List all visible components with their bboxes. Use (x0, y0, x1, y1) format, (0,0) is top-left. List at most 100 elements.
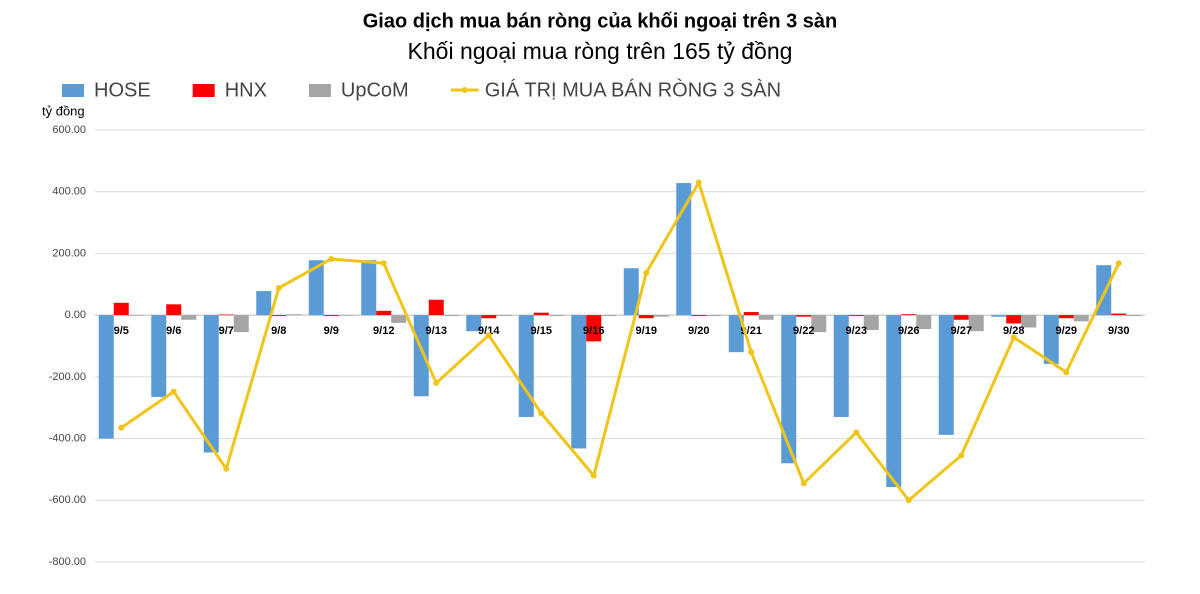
bar (128, 315, 144, 316)
bar (811, 315, 827, 333)
line-marker (1063, 369, 1070, 376)
bar (308, 260, 324, 316)
legend-swatch (308, 84, 331, 97)
bar (361, 260, 377, 316)
chart-subtitle: Khối ngoại mua ròng trên 165 tỷ đồng (408, 38, 793, 64)
bar (1021, 315, 1037, 328)
line-marker (1115, 260, 1122, 267)
y-tick-label: 400.00 (52, 186, 86, 198)
line-marker (695, 179, 702, 186)
bar (338, 315, 354, 316)
legend-label: GIÁ TRỊ MUA BÁN RÒNG 3 SÀN (485, 78, 781, 101)
x-tick-label: 9/28 (1003, 325, 1024, 337)
bar (796, 315, 812, 317)
line-marker (590, 472, 597, 479)
bar (938, 315, 954, 435)
line-marker (538, 410, 545, 417)
bar (886, 315, 902, 488)
bar (676, 183, 692, 316)
bar (781, 315, 797, 464)
bar (953, 315, 969, 320)
x-tick-label: 9/12 (373, 325, 394, 337)
x-tick-label: 9/14 (478, 325, 500, 337)
bar (233, 315, 249, 333)
bar (586, 315, 602, 342)
bar (653, 315, 669, 317)
bar (848, 315, 864, 317)
bar (481, 315, 497, 319)
legend-swatch (461, 87, 468, 93)
bar (113, 302, 129, 316)
x-tick-label: 9/30 (1108, 325, 1129, 337)
bar (376, 310, 392, 316)
y-tick-label: -600.00 (49, 494, 86, 506)
y-tick-label: -200.00 (49, 371, 86, 383)
bar (991, 315, 1007, 317)
bar (181, 315, 197, 320)
bar (1058, 315, 1074, 319)
line-marker (853, 429, 860, 436)
bar (496, 315, 512, 317)
line-marker (118, 424, 125, 431)
line-marker (958, 452, 965, 459)
bar (901, 314, 917, 316)
legend-swatch (192, 84, 215, 97)
bar (391, 315, 407, 323)
y-tick-label: -400.00 (49, 432, 86, 444)
bar (151, 315, 167, 397)
bar (218, 314, 234, 316)
x-tick-label: 9/8 (271, 325, 286, 337)
bar (518, 315, 534, 417)
bar (286, 314, 302, 316)
bar (833, 315, 849, 417)
line-marker (643, 269, 650, 276)
x-tick-label: 9/27 (951, 325, 972, 337)
bar (466, 315, 482, 332)
x-tick-label: 9/26 (898, 325, 919, 337)
y-tick-label: 0.00 (65, 309, 86, 321)
x-tick-label: 9/13 (426, 325, 447, 337)
bar (256, 291, 272, 316)
chart-title: Giao dịch mua bán ròng của khối ngoại tr… (363, 10, 838, 32)
line-marker (1010, 334, 1017, 341)
bar (863, 315, 879, 330)
x-tick-label: 9/19 (636, 325, 657, 337)
bar (758, 315, 774, 320)
line (120, 180, 1121, 502)
line-marker (328, 255, 335, 262)
line-marker (485, 332, 492, 339)
y-tick-label: -800.00 (49, 556, 86, 568)
bar (271, 315, 287, 317)
x-tick-label: 9/15 (531, 325, 552, 337)
bar (1043, 315, 1059, 364)
bar (428, 299, 444, 316)
bar (1111, 313, 1127, 316)
bar (533, 312, 549, 316)
bar (1006, 315, 1022, 324)
legend-label: UpCoM (341, 79, 409, 101)
legend-swatch (62, 84, 84, 97)
x-tick-label: 9/23 (846, 325, 867, 337)
bar (1073, 315, 1089, 322)
x-tick-label: 9/5 (114, 325, 129, 337)
bar (691, 315, 707, 317)
bar (98, 315, 114, 439)
x-tick-label: 9/22 (793, 325, 814, 337)
line-marker (223, 465, 230, 472)
bar (968, 315, 984, 332)
bar (166, 304, 182, 316)
line-marker (433, 380, 440, 387)
line-marker (380, 260, 387, 267)
x-tick-label: 9/29 (1056, 325, 1077, 337)
bar (323, 315, 339, 317)
line-marker (170, 388, 177, 395)
x-tick-label: 9/7 (219, 325, 234, 337)
bar (548, 315, 564, 317)
line-marker (275, 284, 282, 291)
bar (638, 315, 654, 319)
bar (743, 312, 759, 316)
bar (203, 315, 219, 453)
line-marker (800, 480, 807, 487)
bar (623, 268, 639, 316)
